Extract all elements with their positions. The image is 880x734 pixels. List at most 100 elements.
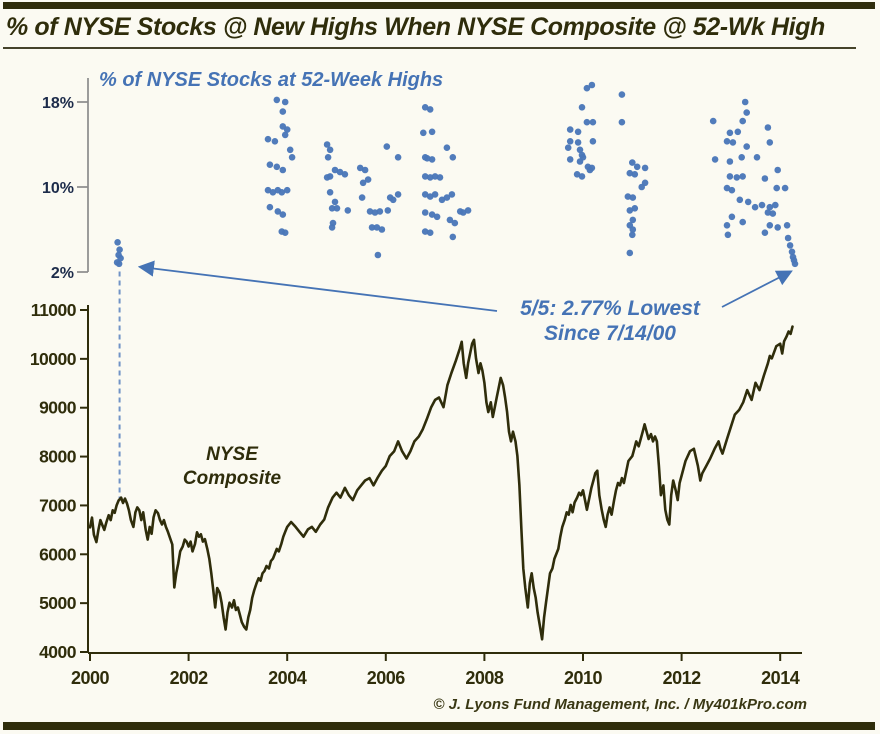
scatter-dot [274, 208, 282, 215]
scatter-dot [774, 166, 781, 174]
scatter-dot [788, 248, 796, 256]
scatter-dot [373, 224, 381, 231]
scatter-dot [574, 128, 582, 136]
scatter-dot [772, 201, 779, 209]
scatter-ytick-label-1: 10% [42, 180, 74, 197]
scatter-dot [446, 216, 454, 224]
scatter-dot [281, 98, 289, 106]
composite-series-label: NYSE Composite [158, 443, 306, 491]
scatter-dot [588, 81, 596, 89]
composite-ytick-label-0: 11000 [31, 300, 77, 320]
scatter-dot [326, 146, 334, 154]
scatter-dot [758, 201, 766, 209]
composite-label-line2: Composite [182, 468, 282, 489]
scatter-dot [641, 164, 649, 172]
composite-ytick-label-7: 4000 [39, 642, 77, 662]
scatter-dot [576, 158, 584, 165]
scatter-dot [266, 161, 274, 168]
annotation-callout: 5/5: 2.77% Lowest Since 7/14/00 [478, 296, 742, 346]
scatter-dot [281, 131, 289, 139]
annotation-line2: Since 7/14/00 [544, 322, 676, 345]
scatter-dot [361, 166, 369, 174]
scatter-dot [433, 213, 441, 221]
scatter-dot [589, 118, 597, 126]
scatter-dot [273, 163, 281, 171]
scatter-dot [283, 186, 291, 194]
scatter-dot [288, 154, 296, 161]
scatter-dot [366, 208, 374, 215]
scatter-dot [743, 143, 750, 150]
scatter-dot [576, 146, 584, 154]
scatter-dot [451, 219, 459, 227]
scatter-dot [273, 96, 281, 104]
scatter-dot [464, 207, 472, 214]
scatter-dot [781, 184, 789, 192]
scatter-dot [724, 231, 732, 239]
scatter-dot [394, 191, 402, 198]
scatter-dot [271, 138, 279, 145]
annotation-line1: 5/5: 2.77% Lowest [520, 297, 700, 320]
scatter-dot [420, 129, 427, 137]
scatter-dot [421, 104, 429, 111]
scatter-dot [281, 229, 289, 236]
scatter-dot [726, 129, 734, 137]
scatter-dot [115, 260, 123, 268]
composite-xtick-label-3: 2006 [367, 668, 406, 688]
composite-xtick-label-5: 2010 [564, 668, 603, 688]
scatter-dot [631, 171, 639, 178]
scatter-dot [428, 211, 436, 218]
scatter-dot [734, 128, 742, 136]
composite-ytick-label-5: 6000 [39, 544, 77, 564]
scatter-dot [741, 98, 749, 106]
scatter-dot [726, 158, 734, 165]
scatter-dot [449, 154, 457, 161]
scatter-dot [431, 173, 439, 180]
composite-xtick-label-4: 2008 [465, 668, 504, 688]
scatter-dot [618, 118, 626, 126]
scatter-dot [328, 224, 336, 231]
scatter-dot [359, 179, 367, 187]
scatter-dot [426, 229, 434, 236]
scatter-dot [341, 171, 349, 178]
scatter-dot [629, 216, 637, 224]
scatter-dot [374, 251, 382, 259]
scatter-dot [589, 138, 597, 145]
scatter-dot [448, 191, 456, 198]
composite-ytick-label-2: 9000 [39, 398, 77, 418]
composite-line [88, 325, 794, 641]
scatter-dot [578, 173, 586, 180]
scatter-dot [586, 166, 594, 174]
scatter-dot [766, 139, 774, 146]
scatter-dot [629, 226, 637, 233]
scatter-dot [364, 176, 372, 183]
scatter-dot [783, 222, 791, 229]
scatter-dot [421, 191, 429, 198]
composite-xtick-label-1: 2002 [170, 668, 209, 688]
scatter-dot [753, 154, 761, 161]
scatter-dot [766, 222, 774, 229]
scatter-dot [324, 154, 332, 161]
title-divider [3, 47, 856, 49]
scatter-dot [726, 173, 734, 180]
scatter-dot [323, 141, 331, 148]
composite-ytick-label-4: 7000 [39, 495, 77, 515]
scatter-dot [378, 226, 386, 233]
scatter-dot [791, 260, 799, 268]
scatter-dot [736, 196, 744, 204]
scatter-dot [279, 166, 287, 174]
scatter-dot [626, 169, 634, 177]
scatter-dot [626, 249, 634, 257]
scatter-dot [426, 174, 434, 181]
scatter-dot [279, 211, 287, 218]
scatter-ytick-label-0: 18% [42, 95, 74, 112]
scatter-dot [774, 224, 781, 231]
scatter-dot [326, 189, 334, 196]
scatter-dot [278, 189, 286, 196]
scatter-dot [389, 196, 397, 204]
scatter-dot [624, 193, 632, 200]
scatter-dot [443, 144, 451, 151]
scatter-dot [744, 198, 752, 206]
scatter-dot [436, 174, 444, 181]
